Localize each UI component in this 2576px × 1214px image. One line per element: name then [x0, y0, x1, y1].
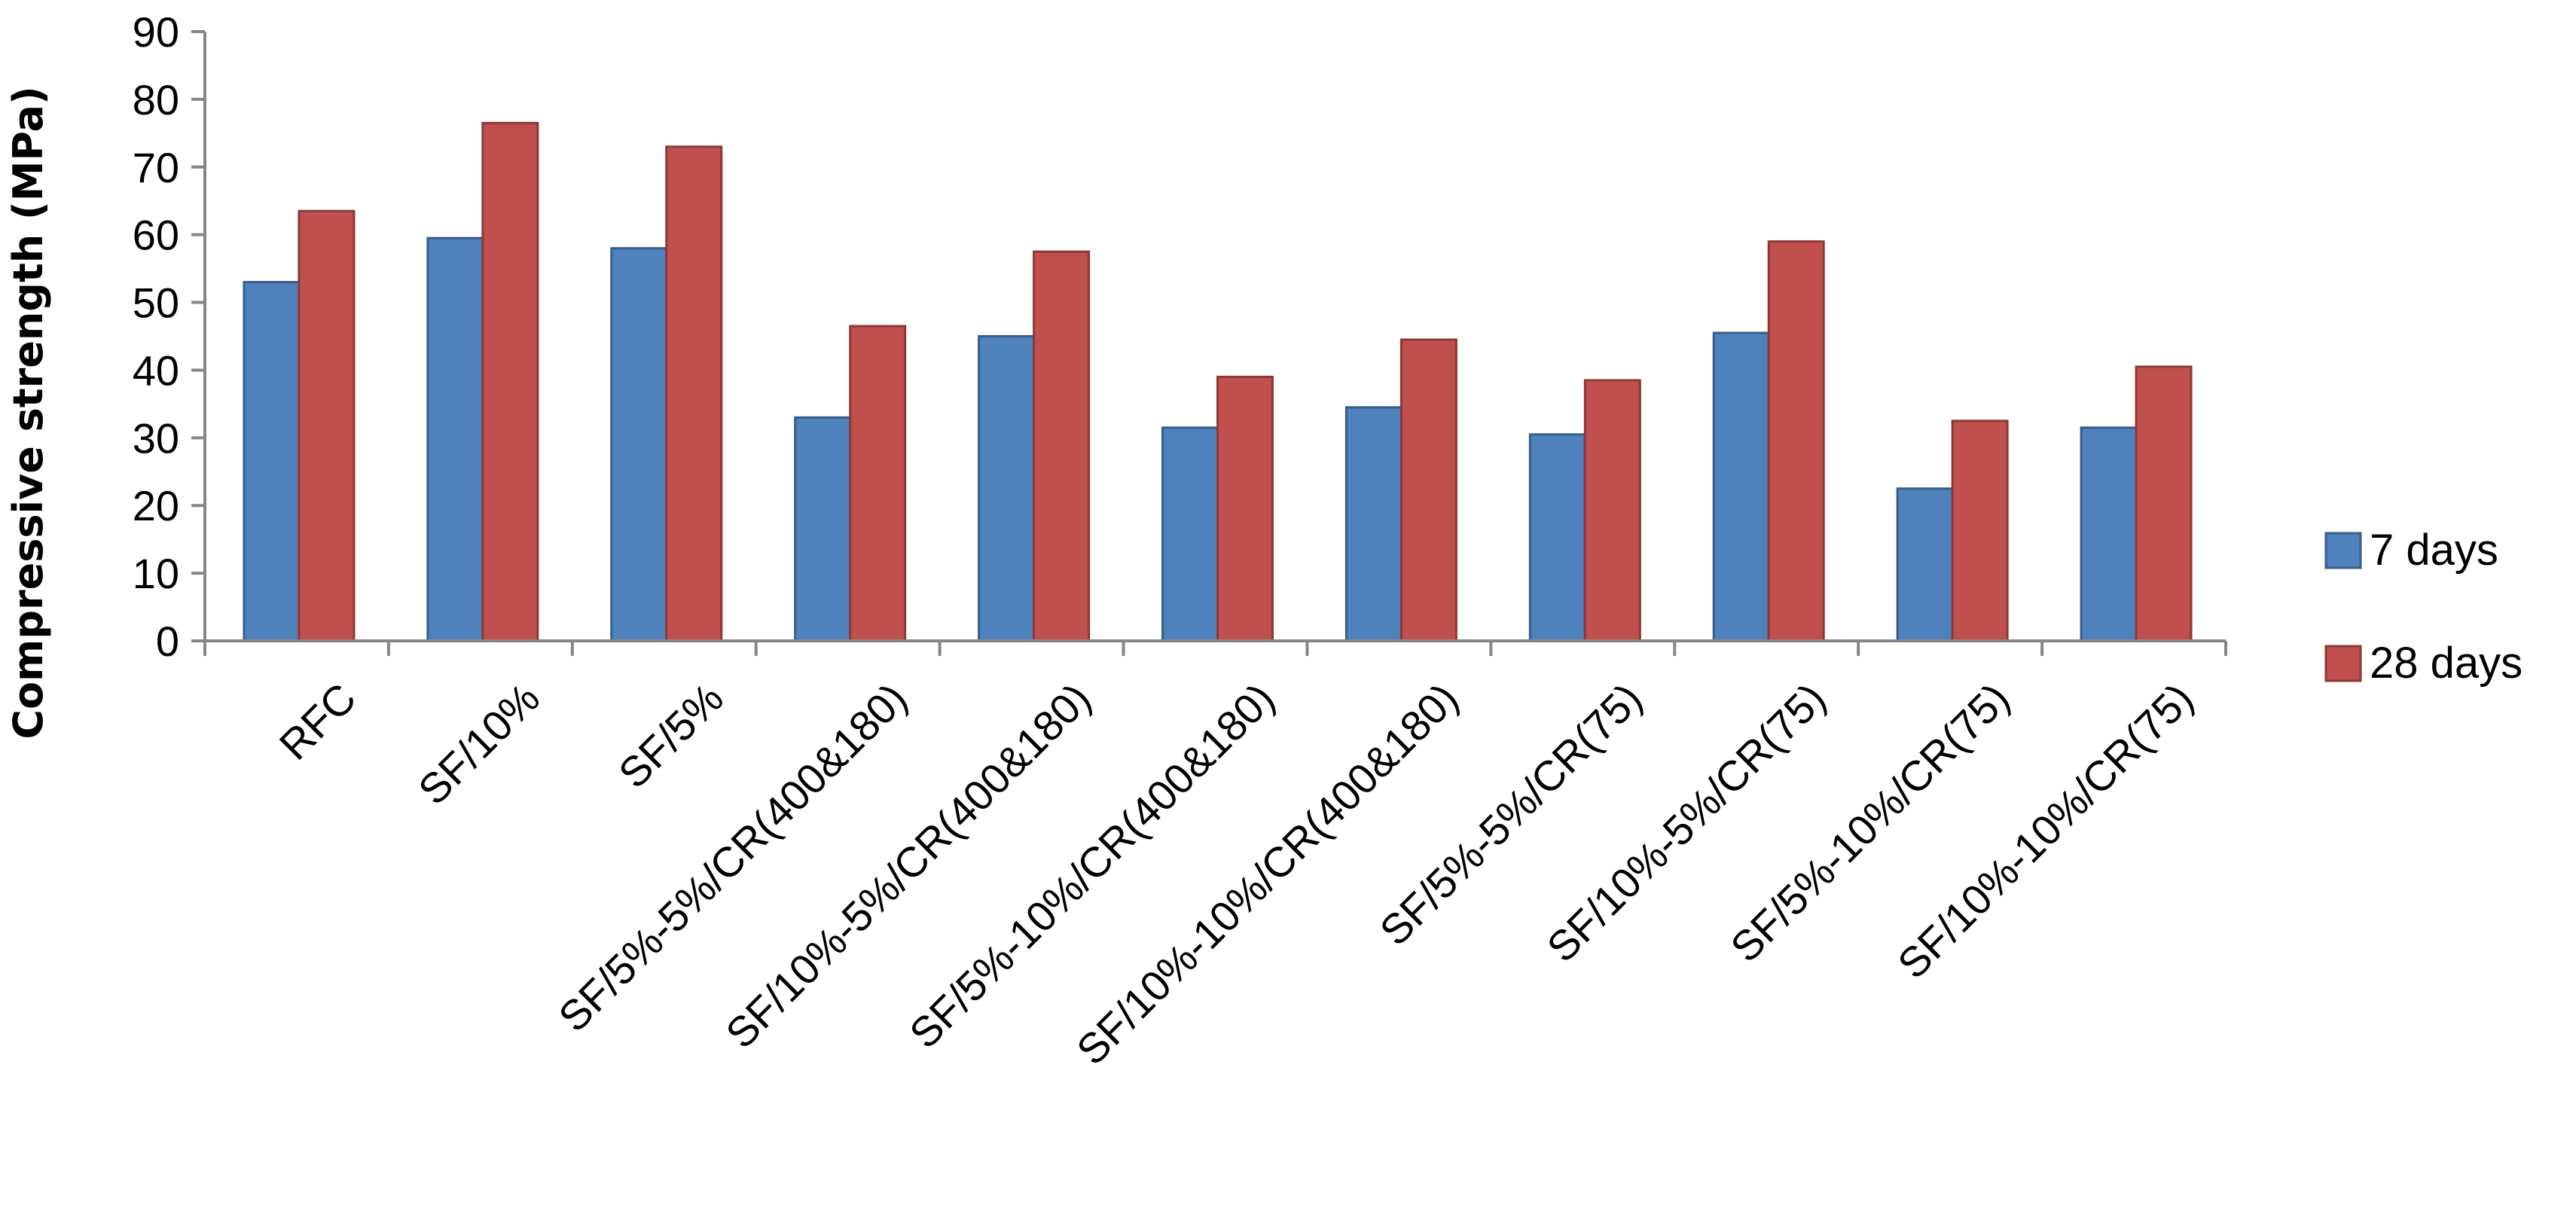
- x-tick-label: SF/10%-10%/CR(400&180): [1067, 674, 1467, 1074]
- bar-series-2: [1033, 250, 1091, 642]
- y-tick-label: 90: [133, 8, 179, 56]
- y-tick-label: 30: [133, 414, 179, 462]
- bar-series-2: [849, 325, 907, 642]
- bar-series-2: [2135, 365, 2193, 642]
- bar-series-1: [1712, 331, 1770, 642]
- bar-series-1: [1344, 406, 1402, 642]
- y-tick-label: 80: [133, 76, 179, 124]
- y-tick-label: 10: [133, 550, 179, 597]
- axes-layer: [191, 30, 2227, 656]
- y-tick-label: 40: [133, 346, 179, 394]
- bar-series-1: [426, 236, 484, 642]
- y-tick-label: 60: [133, 212, 179, 259]
- bar-series-1: [1161, 426, 1219, 642]
- y-tick-label: 0: [156, 618, 179, 665]
- bars-layer: [243, 121, 2193, 642]
- bar-series-1: [794, 416, 852, 642]
- y-tick-label: 50: [133, 279, 179, 327]
- x-tick-label: SF/10%-10%/CR(75): [1888, 674, 2202, 987]
- y-tick-label: 70: [133, 144, 179, 191]
- x-tick-label: RFC: [270, 674, 365, 769]
- x-tick-label: SF/5%: [609, 674, 732, 797]
- bar-series-1: [978, 335, 1036, 642]
- bar-series-2: [298, 209, 356, 642]
- bar-series-2: [1767, 240, 1825, 642]
- y-axis-label: Compressive strength (MPa): [5, 86, 52, 739]
- bar-series-2: [1951, 419, 2009, 642]
- bar-series-2: [481, 121, 539, 642]
- x-tick-label: SF/5%-5%/CR(400&180): [549, 674, 916, 1041]
- legend: 7 days 28 days: [2324, 526, 2523, 688]
- legend-label: 7 days: [2370, 526, 2498, 575]
- bar-series-2: [1583, 379, 1641, 642]
- bar-series-2: [1216, 375, 1274, 642]
- bar-series-2: [665, 145, 723, 642]
- legend-swatch: [2324, 532, 2362, 569]
- x-tick-label: SF/10%-5%/CR(400&180): [716, 674, 1100, 1057]
- legend-swatch: [2324, 645, 2362, 682]
- bar-series-1: [1528, 433, 1586, 642]
- legend-label: 28 days: [2370, 639, 2523, 688]
- bar-series-1: [1896, 487, 1954, 642]
- bar-series-1: [243, 281, 301, 642]
- bar-series-1: [2080, 426, 2138, 642]
- bar-series-1: [610, 247, 668, 642]
- x-tick-label: SF/5%-10%/CR(400&180): [900, 674, 1283, 1057]
- bar-series-2: [1399, 338, 1457, 642]
- y-tick-label: 20: [133, 482, 179, 529]
- x-tick-label: SF/10%: [409, 674, 548, 813]
